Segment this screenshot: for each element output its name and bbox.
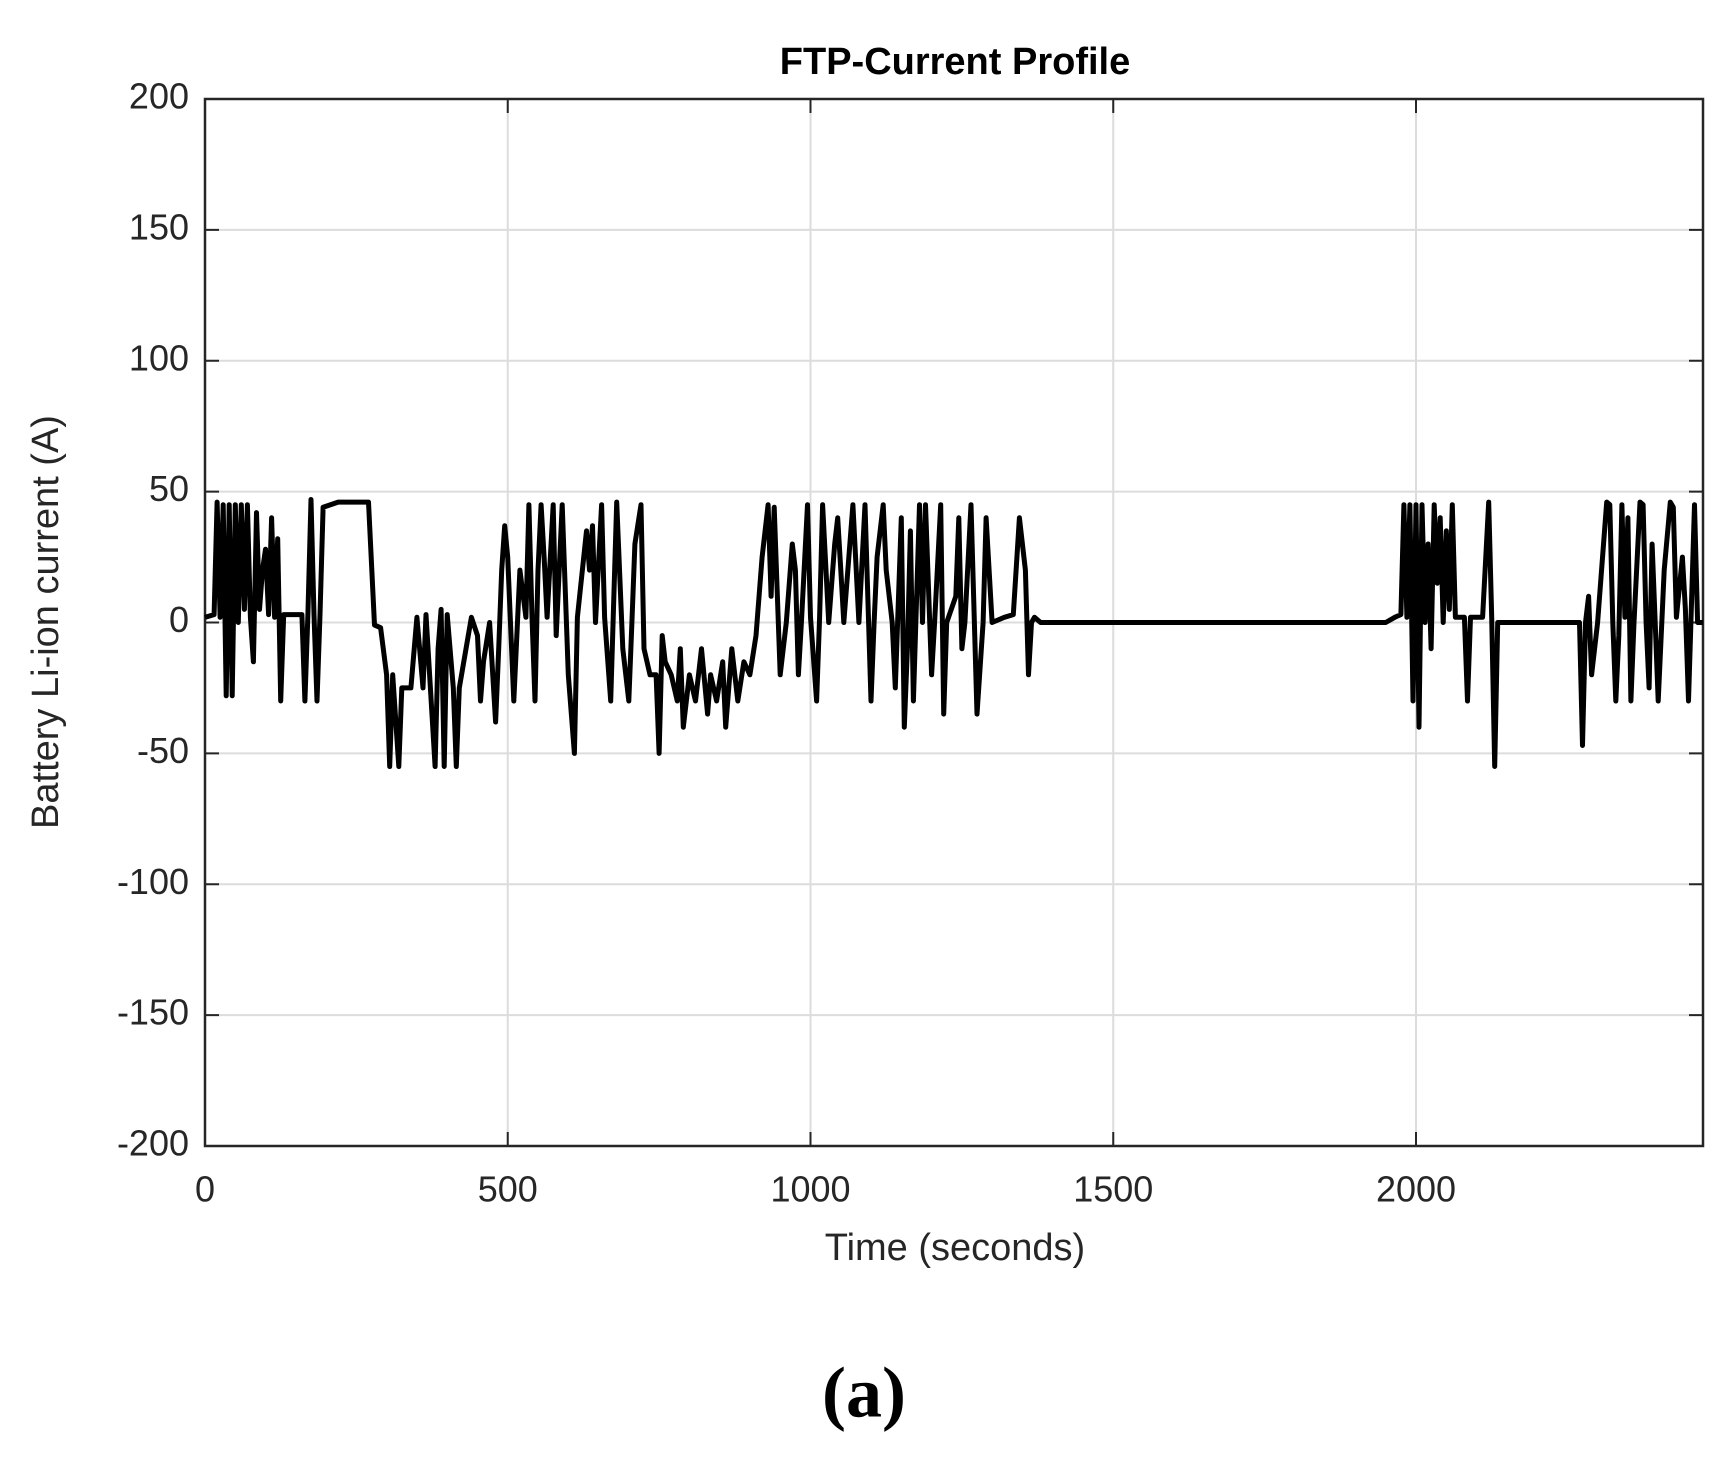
x-tick-label: 0 <box>195 1169 215 1210</box>
x-axis-label: Time (seconds) <box>825 1227 1085 1269</box>
chart-title: FTP-Current Profile <box>780 41 1130 83</box>
x-tick-label: 1000 <box>770 1169 850 1210</box>
data-line <box>204 497 1703 769</box>
y-tick-label: 200 <box>129 76 189 117</box>
y-tick-label: -50 <box>137 730 189 771</box>
y-tick-label: -100 <box>117 861 189 902</box>
y-tick-label: -200 <box>117 1123 189 1164</box>
y-tick-label: 0 <box>169 599 189 640</box>
y-tick-label: 150 <box>129 206 189 247</box>
x-tick-label: 1500 <box>1073 1169 1153 1210</box>
y-axis-label: Battery Li-ion current (A) <box>25 415 67 829</box>
y-tick-label: 50 <box>149 468 189 509</box>
x-tick-label: 500 <box>478 1169 538 1210</box>
y-tick-label: 100 <box>129 337 189 378</box>
y-tick-label: -150 <box>117 992 189 1033</box>
caption: (a) <box>822 1353 906 1433</box>
x-tick-label: 2000 <box>1376 1169 1456 1210</box>
